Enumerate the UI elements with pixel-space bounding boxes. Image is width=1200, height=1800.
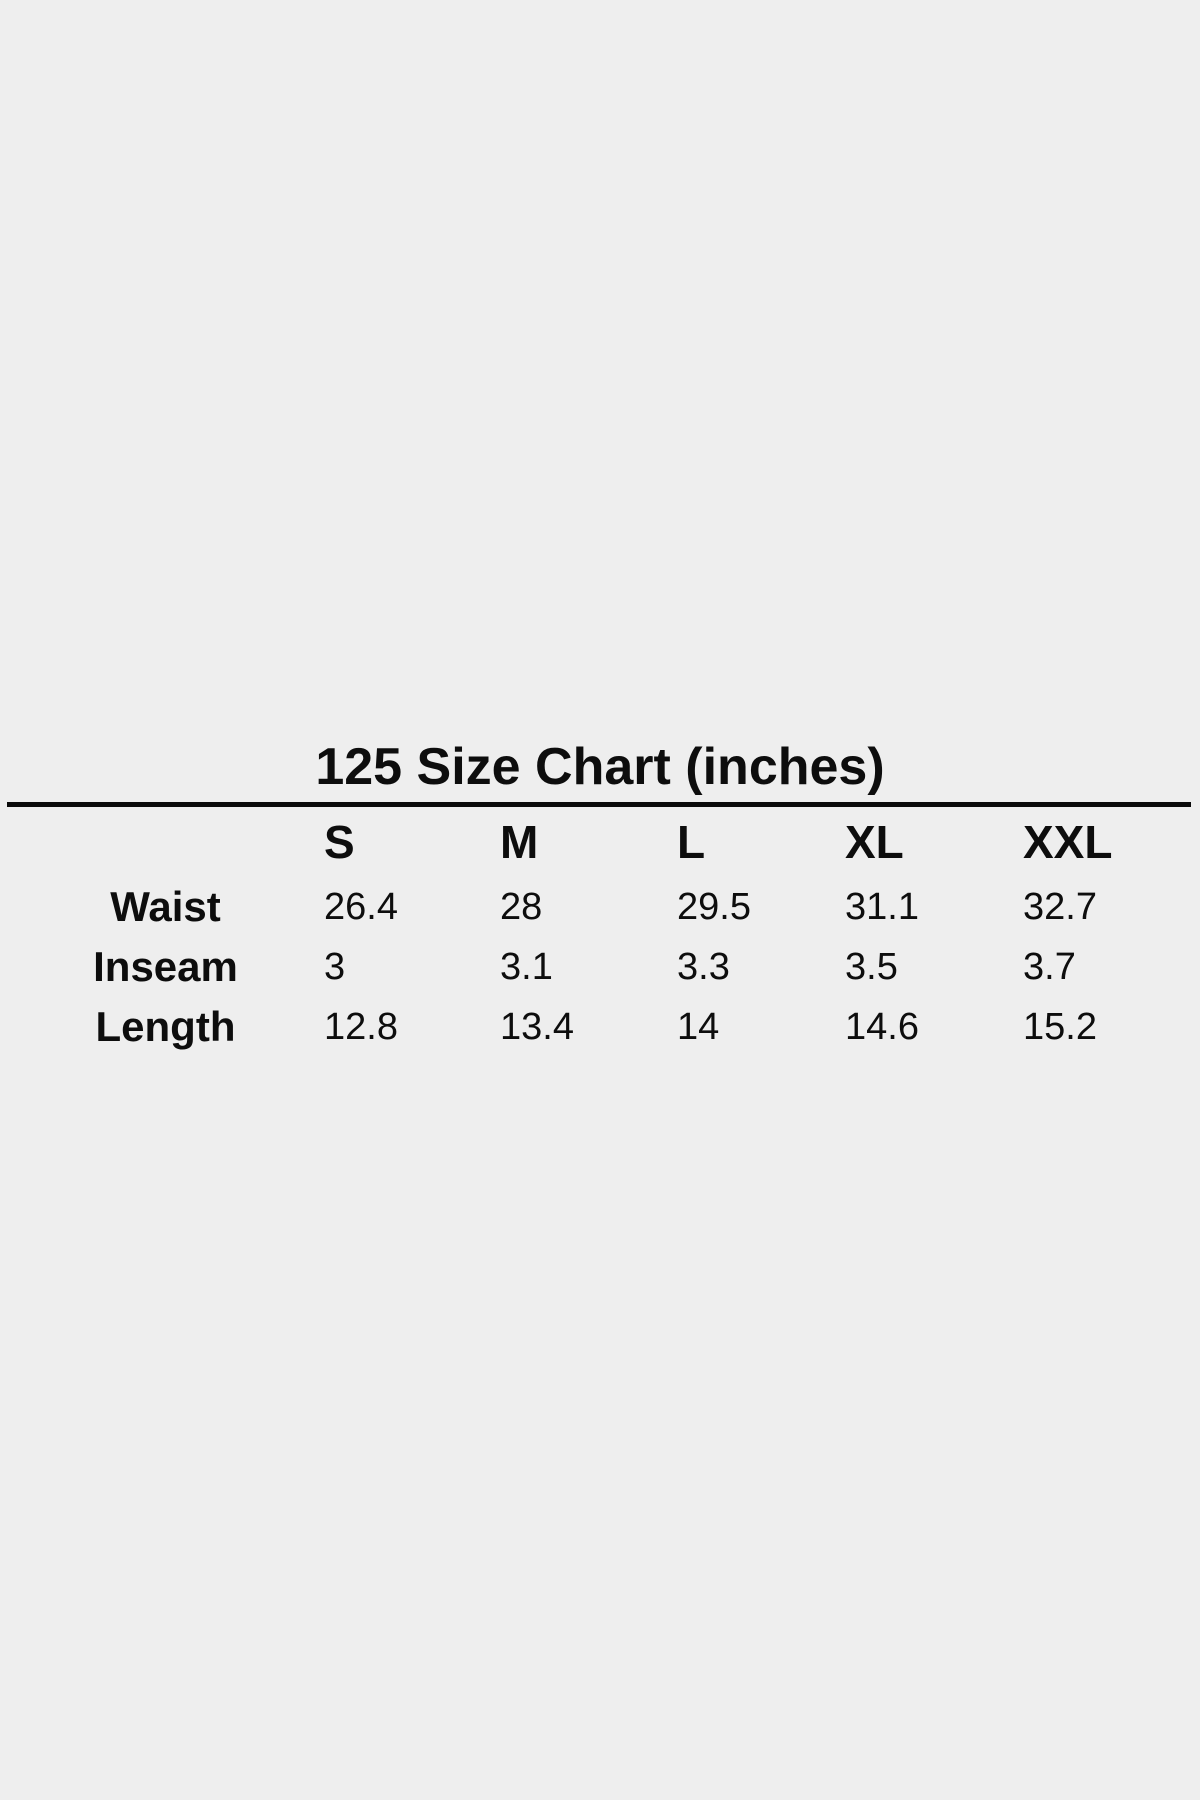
- cell-length-xl: 14.6: [845, 1005, 919, 1048]
- cell-inseam-xl: 3.5: [845, 945, 898, 988]
- cell-inseam-xxl: 3.7: [1023, 945, 1076, 988]
- cell-length-xxl: 15.2: [1023, 1005, 1097, 1048]
- cell-inseam-m: 3.1: [500, 945, 553, 988]
- row-label-waist: Waist: [110, 883, 221, 930]
- column-header-m: M: [500, 816, 539, 868]
- cell-length-s: 12.8: [324, 1005, 398, 1048]
- title-underline-rule: [7, 802, 1191, 807]
- cell-length-l: 14: [677, 1005, 720, 1048]
- size-chart-title: 125 Size Chart (inches): [315, 738, 885, 796]
- cell-inseam-s: 3: [324, 945, 346, 988]
- row-label-inseam: Inseam: [93, 943, 238, 990]
- column-header-l: L: [677, 816, 706, 868]
- cell-length-m: 13.4: [500, 1005, 574, 1048]
- size-table: S M L XL XXL Waist 26.4 28 29.5 31.1 32.…: [7, 807, 1191, 1057]
- row-label-length: Length: [95, 1003, 236, 1050]
- cell-waist-s: 26.4: [324, 885, 398, 928]
- cell-inseam-l: 3.3: [677, 945, 730, 988]
- cell-waist-xxl: 32.7: [1023, 885, 1097, 928]
- column-header-xxl: XXL: [1023, 816, 1113, 868]
- cell-waist-xl: 31.1: [845, 885, 919, 928]
- cell-waist-l: 29.5: [677, 885, 751, 928]
- cell-waist-m: 28: [500, 885, 543, 928]
- column-header-xl: XL: [845, 816, 904, 868]
- column-header-s: S: [324, 816, 355, 868]
